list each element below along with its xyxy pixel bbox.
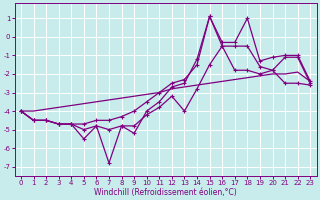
X-axis label: Windchill (Refroidissement éolien,°C): Windchill (Refroidissement éolien,°C) <box>94 188 237 197</box>
